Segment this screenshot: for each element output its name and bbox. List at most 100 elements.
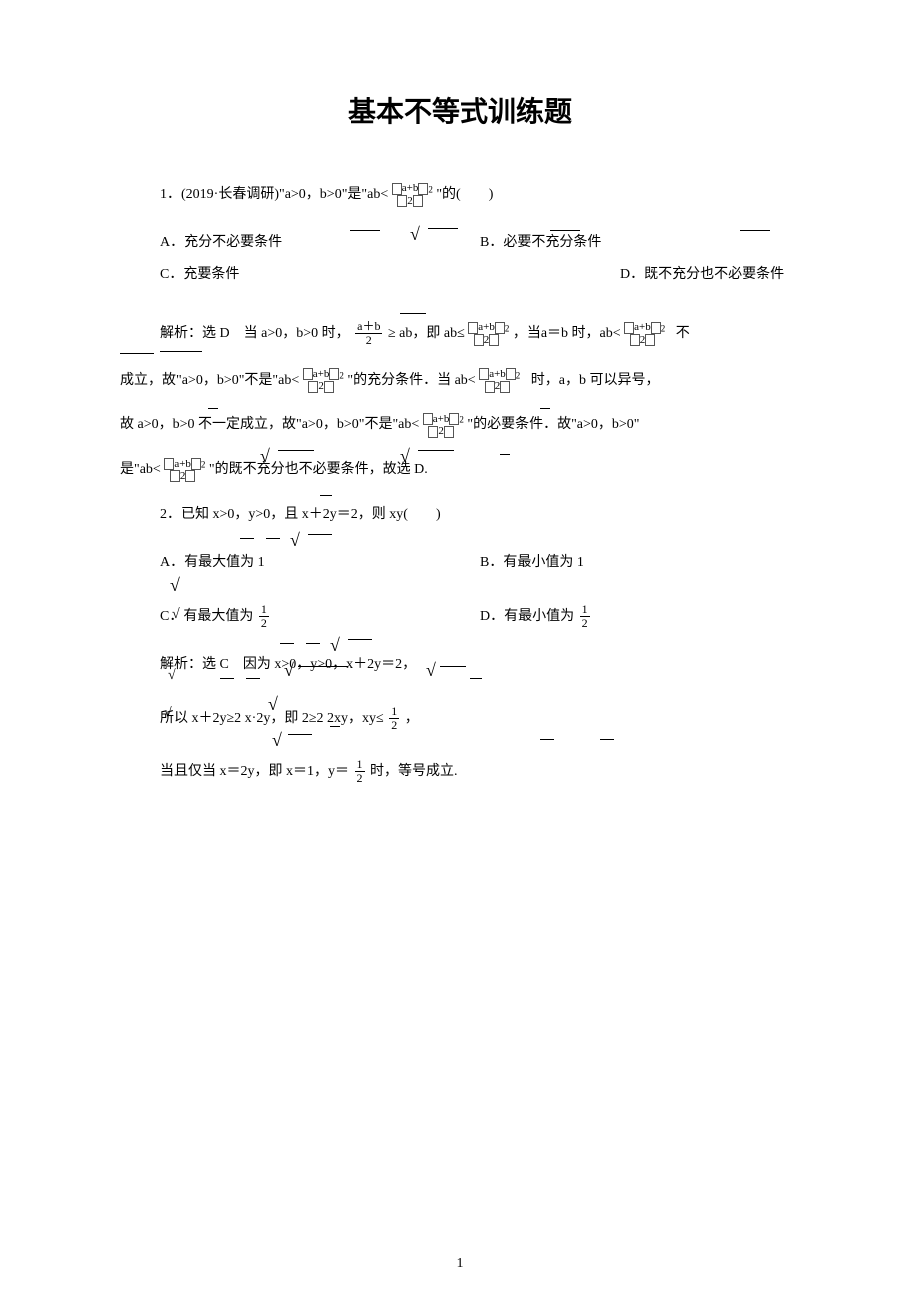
frac: 1 2 [355, 758, 365, 785]
t: 选 D 当 a>0，b>0 时， [202, 326, 350, 341]
q2-opts: A．有最大值为 1 B．有最小值为 1 √ C．有最大值为 1 2 D．有最小值… [120, 545, 800, 636]
boxed-frac: a+b 2 [624, 321, 661, 346]
q2-opt-c: C．有最大值为 1 2 [160, 597, 480, 636]
sqrt-stray: √ [268, 694, 278, 715]
t: "的必要条件．故"a>0，b>0" [467, 417, 639, 432]
dash [120, 353, 154, 354]
dash-stray [428, 228, 458, 229]
sqrt-stray: √ [272, 730, 282, 751]
dash [306, 643, 320, 644]
dash [400, 313, 426, 314]
num: 1 [580, 603, 590, 617]
sol1-line2: 成立，故"a>0，b>0"不是"ab< a+b 2 2 "的充分条件．当 ab<… [120, 366, 800, 397]
sqrt-stray: √ [284, 660, 294, 681]
t: ≥ ab，即 ab≤ [388, 326, 465, 341]
q1-opt-d: D．既不充分也不必要条件 [480, 257, 784, 289]
num: 1 [259, 603, 269, 617]
q1-stem-prefix: 1．(2019·长春调研)"a>0，b>0"是"ab< [160, 187, 388, 202]
sol2-text3: 当且仅当 x＝2y，即 x＝1，y＝ 1 2 时，等号成立. [120, 757, 800, 788]
t: 是"ab< [120, 462, 161, 477]
dash-stray [350, 230, 380, 231]
sol1-line3: 故 a>0，b>0 不一定成立，故"a>0，b>0"不是"ab< a+b 2 2… [120, 410, 800, 441]
q2-opt-b: B．有最小值为 1 [480, 545, 800, 577]
q1-stem: 1．(2019·长春调研)"a>0，b>0"是"ab< a+b 2 2 "的( … [120, 180, 800, 211]
t: 当且仅当 x＝2y，即 x＝1，y＝ [160, 764, 349, 779]
bt: a+b [634, 321, 651, 333]
dash [540, 408, 550, 409]
sol1-line1: 解析：选 D 当 a>0，b>0 时， a＋b 2 ≥ ab，即 ab≤ a+b… [120, 319, 800, 352]
t: "的充分条件．当 ab< [347, 373, 475, 388]
t: ，当a＝b 时，ab< [513, 326, 621, 341]
exp: 2 [459, 415, 464, 425]
sol1-text3: 故 a>0，b>0 不一定成立，故"a>0，b>0"不是"ab< a+b 2 2… [120, 410, 800, 441]
dash [308, 534, 332, 535]
box-top: a+b [402, 182, 419, 194]
page-number: 1 [0, 1256, 920, 1272]
dash [240, 538, 254, 539]
boxed-frac: a+b 2 [303, 368, 340, 393]
dash [470, 678, 482, 679]
exp: 2 [428, 184, 433, 194]
q1-options: A．充分不必要条件 B．必要不充分条件 C．充要条件 D．既不充分也不必要条件 [120, 225, 800, 289]
sqrt-stray: √ [426, 660, 436, 681]
t: 故 a>0，b>0 不一定成立，故"a>0，b>0"不是"ab< [120, 417, 419, 432]
dash [320, 495, 332, 496]
q1-stem-block: 1．(2019·长春调研)"a>0，b>0"是"ab< a+b 2 2 "的( … [120, 180, 800, 211]
dash [246, 678, 260, 679]
sol2-line2: 所以 x＋2y≥2 x·2y，即 2≥2 2xy，xy≤ 1 2 ， √ √ √ [120, 704, 800, 735]
boxed-frac: a+b 2 [468, 321, 505, 346]
t: 成立，故"a>0，b>0"不是"ab< [120, 373, 299, 388]
dash [440, 666, 466, 667]
dash-stray [550, 230, 580, 231]
sqrt-stray: √ [164, 706, 172, 722]
exp: 2 [505, 323, 510, 333]
sol1-text4: 是"ab< a+b 2 2 "的既不充分也不必要条件，故选 D. [120, 455, 800, 486]
boxed-frac: a+b 2 [392, 182, 429, 207]
q1-opt-c: C．充要条件 [160, 257, 480, 289]
sol-label: 解析： [160, 319, 202, 352]
frac: 1 2 [389, 705, 399, 732]
dash [600, 739, 614, 740]
dash [288, 734, 312, 735]
dash [208, 408, 218, 409]
sqrt-stray: √ [410, 224, 420, 245]
frac: 1 2 [580, 603, 590, 630]
frac: 1 2 [259, 603, 269, 630]
dash [220, 678, 234, 679]
t: "的既不充分也不必要条件，故选 D. [209, 462, 428, 477]
exp: 2 [201, 460, 206, 470]
boxed-frac: a+b 2 [423, 413, 460, 438]
sol1-text2: 成立，故"a>0，b>0"不是"ab< a+b 2 2 "的充分条件．当 ab<… [120, 366, 800, 397]
sqrt-stray: √ [168, 668, 176, 684]
dash [418, 450, 454, 451]
dash [298, 666, 348, 667]
exp: 2 [661, 323, 666, 333]
sqrt-stray: √ [170, 575, 180, 596]
sol1-line4: 是"ab< a+b 2 2 "的既不充分也不必要条件，故选 D. [120, 455, 800, 486]
exp: 2 [516, 370, 521, 380]
t: 时，a，b 可以异号， [531, 373, 660, 388]
num: 1 [355, 758, 365, 772]
page-title: 基本不等式训练题 [120, 90, 800, 130]
den: 2 [355, 772, 365, 785]
dash [280, 643, 294, 644]
q2-opt-d: D．有最小值为 1 2 [480, 597, 800, 636]
dash [278, 450, 314, 451]
den: 2 [580, 617, 590, 630]
q2-options-row1: A．有最大值为 1 B．有最小值为 1 [120, 545, 800, 577]
dash [330, 726, 340, 727]
bt: a+b [489, 368, 506, 380]
t: ， [405, 711, 419, 726]
bt: a+b [313, 368, 330, 380]
sol1-text: 解析：选 D 当 a>0，b>0 时， a＋b 2 ≥ ab，即 ab≤ a+b… [120, 319, 800, 352]
den: 2 [259, 617, 269, 630]
bt: a+b [174, 458, 191, 470]
q1-opt-a: A．充分不必要条件 [160, 225, 480, 257]
sqrt-stray: √ [172, 607, 180, 623]
t: D．有最小值为 [480, 609, 574, 624]
num: 1 [389, 705, 399, 719]
sol2-text2: 所以 x＋2y≥2 x·2y，即 2≥2 2xy，xy≤ 1 2 ， [120, 704, 800, 735]
dash-stray [740, 230, 770, 231]
q2-stem: 2．已知 x>0，y>0，且 x＋2y＝2，则 xy( ) [120, 500, 800, 531]
boxed-frac: a+b 2 [479, 368, 516, 393]
